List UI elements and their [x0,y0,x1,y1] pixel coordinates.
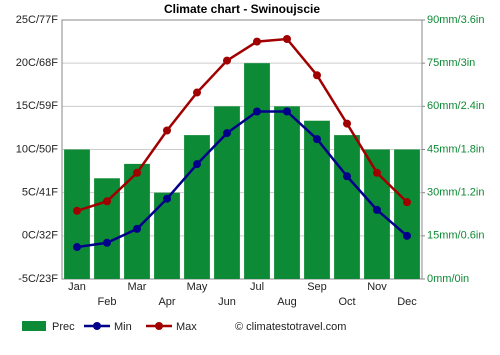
x-tick-label: May [187,281,208,293]
point [133,224,141,233]
chart-title: Climate chart - Swinoujscie [164,2,320,16]
point [403,231,411,240]
y2-tick-label: 90mm/3.6in [427,14,484,26]
line [76,37,408,212]
x-tick-label: Feb [98,296,117,308]
y-tick-label: 0C/32F [22,230,58,242]
x-tick-label: Aug [277,296,297,308]
point [103,238,111,247]
point [193,160,201,169]
bar [394,149,420,279]
point [313,135,321,144]
point [133,168,141,177]
point [253,37,261,46]
y-tick-label: 15C/59F [16,100,58,112]
point [73,243,81,252]
y2-tick-label: 60mm/2.4in [427,100,484,112]
legend-swatch [22,321,46,331]
legend-label: Max [176,321,197,333]
point [403,198,411,207]
x-tick-label: Oct [338,296,355,308]
bar [304,120,330,279]
y-tick-label: 10C/50F [16,143,58,155]
y2-tick-label: 45mm/1.8in [427,143,484,155]
point [313,71,321,80]
legend-swatch [155,322,163,330]
y-tick-label: 20C/68F [16,57,58,69]
point [193,88,201,97]
point [373,168,381,177]
point [343,172,351,181]
point [163,126,171,135]
point [283,34,291,43]
bar [244,63,270,279]
point [343,119,351,128]
point [253,107,261,116]
y2-tick-label: 75mm/3in [427,57,475,69]
y2-tick-label: 30mm/1.2in [427,187,484,199]
bar [274,106,300,279]
plot-border [61,19,423,280]
bar [184,135,210,279]
y-tick-label: -5C/23F [18,273,58,285]
x-tick-label: Sep [307,281,327,293]
bar [334,135,360,279]
x-tick-label: Jun [218,296,236,308]
y-tick-label: 5C/41F [22,187,58,199]
bar [94,178,120,279]
y2-tick-label: 0mm/0in [427,273,469,285]
x-tick-label: Jan [68,281,86,293]
line [76,110,408,249]
point [163,194,171,203]
legend-label: Min [114,321,132,333]
point [223,56,231,65]
x-tick-label: Mar [128,281,147,293]
y2-tick-label: 15mm/0.6in [427,230,484,242]
point [73,206,81,215]
y-tick-label: 25C/77F [16,14,58,26]
point [103,197,111,206]
legend-swatch [93,322,101,330]
bar [154,192,180,279]
x-tick-label: Jul [250,281,264,293]
x-tick-label: Apr [158,296,175,308]
legend-label: Prec [52,321,75,333]
source: © climatestotravel.com [235,321,346,333]
x-tick-label: Nov [367,281,387,293]
point [223,129,231,138]
x-tick-label: Dec [397,296,417,308]
point [373,205,381,214]
point [283,107,291,116]
